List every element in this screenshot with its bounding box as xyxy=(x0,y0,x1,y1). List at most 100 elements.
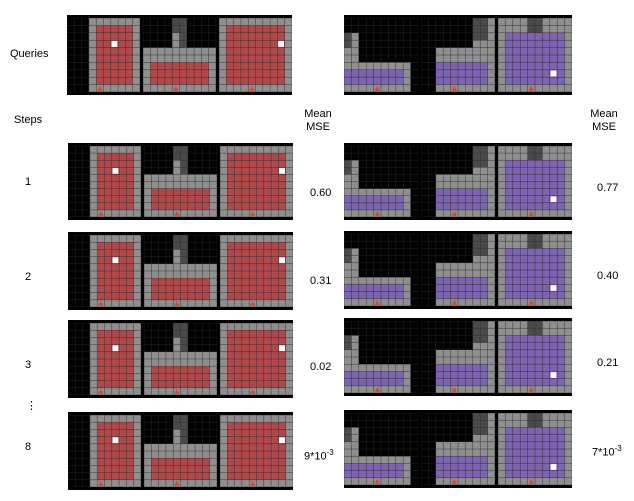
agent-triangle xyxy=(528,85,534,91)
agent-triangle xyxy=(528,478,534,484)
right-room-image xyxy=(498,146,572,217)
left-room-image xyxy=(144,235,217,307)
left-room-image xyxy=(143,18,216,92)
right-room-image xyxy=(498,321,572,393)
agent-triangle xyxy=(249,85,255,91)
left-room-image xyxy=(220,235,293,307)
goal-square xyxy=(279,168,285,174)
agent-triangle xyxy=(451,386,457,392)
right-room-image xyxy=(498,413,572,485)
right-mse-exponent: -3 xyxy=(614,444,622,453)
goal-square xyxy=(278,40,284,47)
right-mse-value: 0.40 xyxy=(597,270,619,282)
goal-square xyxy=(550,70,557,77)
step-number: 8 xyxy=(25,441,32,453)
right-step-2-strip xyxy=(344,231,572,309)
right-mse-value-last: 7*10-3 xyxy=(592,442,622,460)
agent-triangle xyxy=(451,299,457,305)
right-room-image xyxy=(344,234,418,306)
left-mse-value: 0.31 xyxy=(310,275,332,287)
left-room-image xyxy=(68,146,141,217)
agent-triangle xyxy=(98,210,104,216)
mean-mse-left-header: Mean MSE xyxy=(298,108,338,134)
left-mse-base: 9*10 xyxy=(304,450,327,463)
left-room-image xyxy=(144,146,217,217)
left-room-image xyxy=(67,18,140,92)
left-room-image xyxy=(144,415,217,487)
agent-triangle xyxy=(451,85,457,91)
left-step-3-strip xyxy=(68,320,293,398)
agent-triangle xyxy=(374,386,380,392)
agent-triangle xyxy=(174,300,180,306)
agent-triangle xyxy=(174,480,180,486)
goal-square xyxy=(112,257,119,264)
goal-square xyxy=(550,285,557,291)
right-step-3-strip xyxy=(344,318,572,396)
queries-label: Queries xyxy=(10,48,49,60)
left-room-image xyxy=(144,323,217,395)
right-room-image xyxy=(421,234,495,306)
ellipsis: ⋮ xyxy=(26,400,37,412)
mean-mse-right-header: Mean MSE xyxy=(584,108,624,134)
left-room-image xyxy=(220,415,293,487)
right-room-image xyxy=(498,234,572,306)
agent-triangle xyxy=(173,85,179,91)
agent-triangle xyxy=(374,478,380,484)
left-step-2-strip xyxy=(68,232,293,310)
step-number: 2 xyxy=(25,271,32,283)
left-mse-value: 0.02 xyxy=(310,361,332,373)
goal-square xyxy=(550,372,557,378)
goal-square xyxy=(112,168,119,174)
left-mse-value: 0.60 xyxy=(310,187,332,199)
left-room-image xyxy=(220,323,293,395)
agent-triangle xyxy=(528,210,534,216)
right-step-1-strip xyxy=(344,143,572,220)
right-room-image xyxy=(498,18,572,92)
goal-square xyxy=(279,345,285,352)
right-mse-base: 7*10 xyxy=(592,446,615,459)
agent-triangle xyxy=(98,480,104,486)
left-step-1-strip xyxy=(68,143,293,220)
mean-mse-right-line1: Mean xyxy=(590,108,618,120)
agent-triangle xyxy=(451,478,457,484)
agent-triangle xyxy=(374,210,380,216)
goal-square xyxy=(550,464,557,470)
left-room-image xyxy=(220,146,293,217)
goal-square xyxy=(112,345,119,352)
agent-triangle xyxy=(374,85,380,91)
right-mse-value: 0.77 xyxy=(597,182,619,194)
left-mse-value-last: 9*10-3 xyxy=(304,446,334,464)
right-room-image xyxy=(344,146,418,217)
goal-square xyxy=(550,196,557,203)
left-room-image xyxy=(68,323,141,395)
agent-triangle xyxy=(250,300,256,306)
goal-square xyxy=(112,437,119,444)
agent-triangle xyxy=(528,299,534,305)
mean-mse-right-line2: MSE xyxy=(592,121,616,133)
right-query-strip xyxy=(344,15,572,95)
agent-triangle xyxy=(250,210,256,216)
left-query-strip xyxy=(67,15,292,95)
right-step-8-strip xyxy=(344,410,572,488)
right-room-image xyxy=(421,413,495,485)
goal-square xyxy=(279,437,285,444)
right-mse-value: 0.21 xyxy=(597,357,619,369)
agent-triangle xyxy=(451,210,457,216)
right-room-image xyxy=(344,413,418,485)
right-room-image xyxy=(344,321,418,393)
agent-triangle xyxy=(528,386,534,392)
agent-triangle xyxy=(250,480,256,486)
agent-triangle xyxy=(174,388,180,394)
step-number: 3 xyxy=(25,359,32,371)
left-room-image xyxy=(68,235,141,307)
mean-mse-left-line2: MSE xyxy=(306,121,330,133)
agent-triangle xyxy=(250,388,256,394)
steps-label: Steps xyxy=(14,114,43,126)
left-step-8-strip xyxy=(68,412,293,490)
step-number: 1 xyxy=(25,176,32,188)
agent-triangle xyxy=(97,85,103,91)
agent-triangle xyxy=(98,300,104,306)
right-room-image xyxy=(421,146,495,217)
mean-mse-left-line1: Mean xyxy=(304,108,332,120)
left-mse-exponent: -3 xyxy=(326,448,334,457)
